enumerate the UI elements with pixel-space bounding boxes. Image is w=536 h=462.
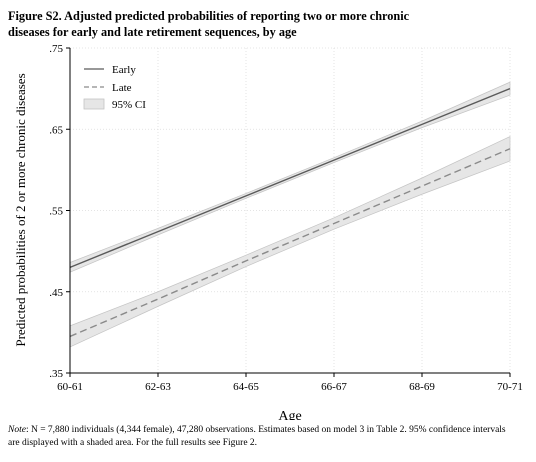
x-tick-label: 70-71 bbox=[497, 381, 523, 393]
legend-ci-label: 95% CI bbox=[112, 99, 146, 111]
series-line-late bbox=[69, 148, 511, 338]
ci-band-late bbox=[69, 136, 511, 348]
legend-ci-swatch bbox=[83, 98, 105, 110]
note-label: Note bbox=[8, 425, 26, 435]
line-chart: .35 .45 .55 .65 .75 60-61 62-63 64-65 66-67 68-6… bbox=[13, 43, 523, 420]
x-tick-label: 66-67 bbox=[321, 381, 347, 393]
x-tick-label: 62-63 bbox=[145, 381, 171, 393]
legend-late-label: Late bbox=[112, 82, 132, 94]
x-axis-title: Age bbox=[278, 409, 301, 420]
figure-title: Figure S2. Adjusted predicted probabilit… bbox=[8, 9, 410, 39]
series-lines bbox=[69, 87, 511, 338]
y-tick-label: .65 bbox=[49, 124, 63, 136]
legend-early-label: Early bbox=[112, 64, 136, 76]
y-tick-label: .75 bbox=[49, 43, 63, 55]
y-ticks: .35 .45 .55 .65 .75 bbox=[49, 43, 70, 380]
confidence-bands bbox=[69, 81, 511, 348]
y-tick-label: .45 bbox=[49, 287, 63, 299]
series-line-early bbox=[69, 87, 511, 269]
x-tick-label: 60-61 bbox=[57, 381, 83, 393]
note-text: : N = 7,880 individuals (4,344 female), … bbox=[8, 425, 506, 448]
y-tick-label: .35 bbox=[49, 368, 63, 380]
legend: Early Late 95% CI bbox=[83, 64, 146, 111]
figure-note: Note: N = 7,880 individuals (4,344 femal… bbox=[8, 424, 508, 450]
y-tick-label: .55 bbox=[49, 206, 63, 218]
y-axis-title: Predicted probabilities of 2 or more chr… bbox=[13, 73, 28, 346]
x-ticks: 60-61 62-63 64-65 66-67 68-69 70-71 bbox=[57, 373, 523, 393]
ci-band-early bbox=[69, 81, 511, 273]
gridlines bbox=[69, 47, 511, 374]
x-tick-label: 64-65 bbox=[233, 381, 259, 393]
x-tick-label: 68-69 bbox=[409, 381, 435, 393]
